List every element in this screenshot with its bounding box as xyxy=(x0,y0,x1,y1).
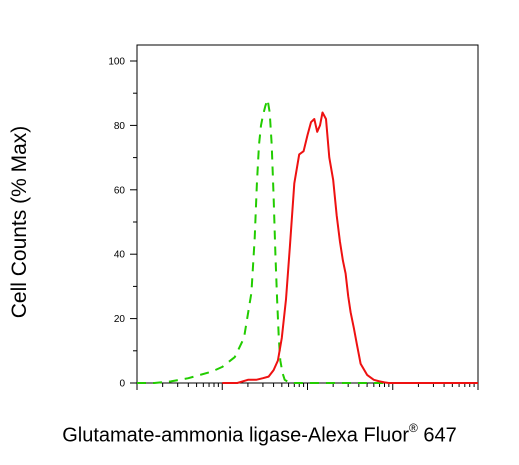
y-tick-label: 40 xyxy=(114,250,126,261)
x-axis xyxy=(136,383,479,390)
y-tick-label: 60 xyxy=(114,185,126,196)
x-axis-title-registered: ® xyxy=(409,421,418,435)
plot-series xyxy=(137,98,478,384)
x-axis-title-main: Glutamate-ammonia ligase-Alexa Fluor xyxy=(62,424,410,447)
y-tick-label: 20 xyxy=(114,314,126,325)
x-axis-title: Glutamate-ammonia ligase-Alexa Fluor® 64… xyxy=(0,421,519,448)
x-axis-title-end: 647 xyxy=(417,424,457,447)
series-line-1 xyxy=(137,98,478,384)
plot-frame xyxy=(136,44,479,384)
y-tick-label: 80 xyxy=(114,121,126,132)
y-tick-label: 100 xyxy=(108,57,125,68)
y-axis-title: Cell Counts (% Max) xyxy=(8,125,31,319)
plot-border xyxy=(136,44,479,384)
y-tick-label: 0 xyxy=(119,379,125,390)
series-line-2 xyxy=(222,111,478,384)
y-axis: 0 20 40 60 80 100 xyxy=(108,57,137,390)
